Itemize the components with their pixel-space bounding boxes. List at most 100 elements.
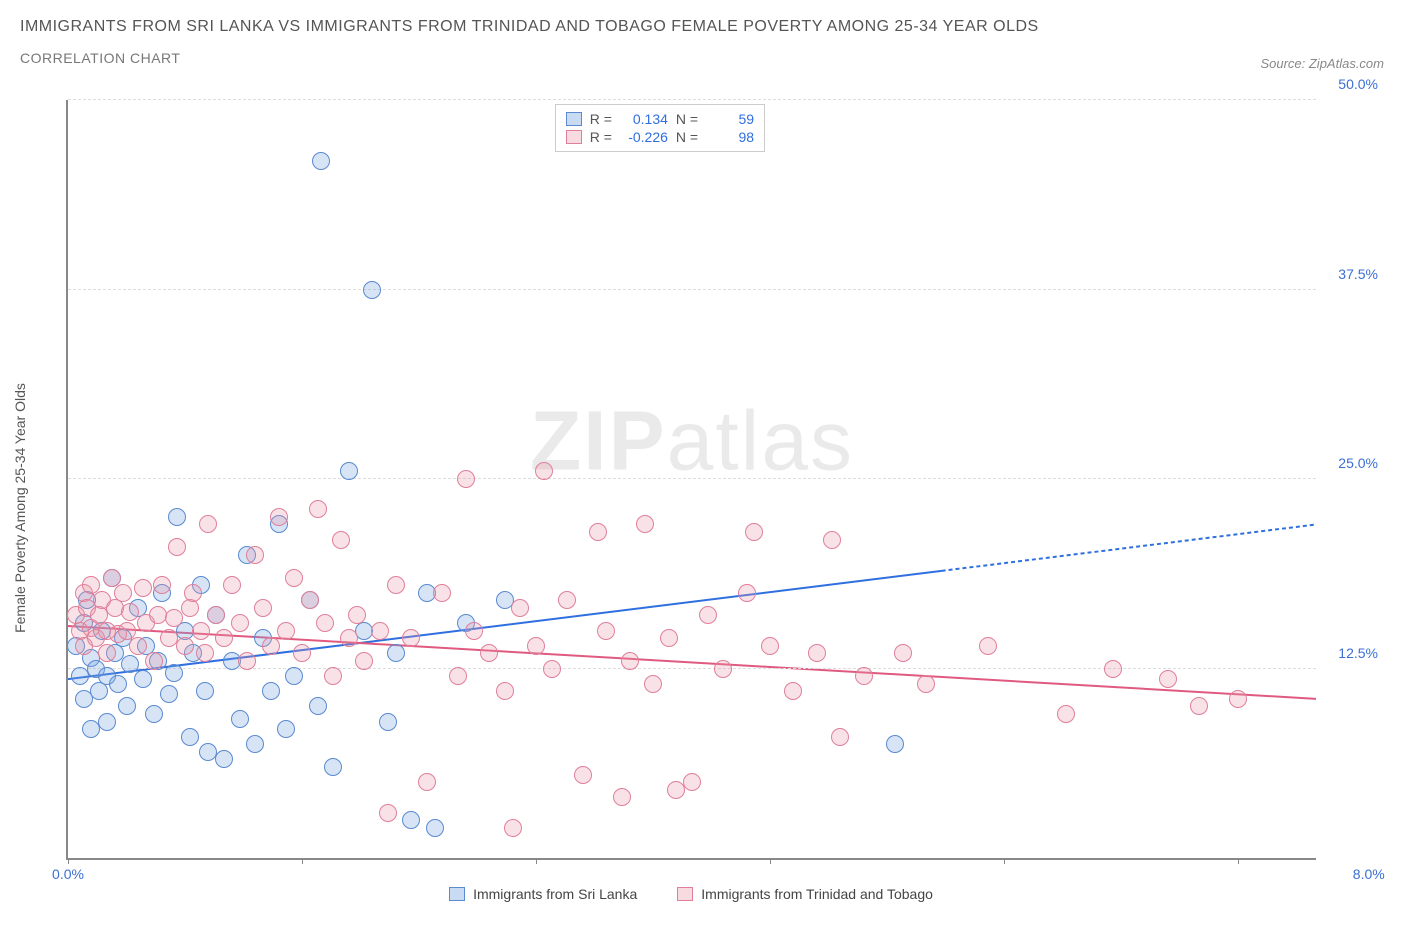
legend-label: Immigrants from Sri Lanka (473, 886, 637, 902)
scatter-point (293, 644, 311, 662)
scatter-point (153, 576, 171, 594)
scatter-point (207, 606, 225, 624)
swatch-icon (566, 112, 582, 126)
scatter-point (1057, 705, 1075, 723)
scatter-point (176, 637, 194, 655)
scatter-point (426, 819, 444, 837)
scatter-point (535, 462, 553, 480)
bottom-legend: Immigrants from Sri Lanka Immigrants fro… (66, 886, 1316, 902)
scatter-point (527, 637, 545, 655)
gridline (68, 99, 1316, 100)
y-tick-label: 37.5% (1322, 266, 1378, 282)
scatter-point (543, 660, 561, 678)
y-axis-title: Female Poverty Among 25-34 Year Olds (12, 383, 28, 633)
scatter-point (745, 523, 763, 541)
stat-value: 98 (706, 129, 754, 145)
x-tick (770, 858, 771, 864)
y-tick-label: 12.5% (1322, 645, 1378, 661)
legend-stats-box: R = 0.134 N = 59 R = -0.226 N = 98 (555, 104, 765, 152)
stat-value: 59 (706, 111, 754, 127)
scatter-point (433, 584, 451, 602)
chart-subtitle: CORRELATION CHART (20, 50, 1386, 66)
scatter-point (309, 697, 327, 715)
legend-stats-row: R = 0.134 N = 59 (566, 111, 754, 127)
scatter-point (199, 515, 217, 533)
scatter-point (355, 652, 373, 670)
stat-label: N = (676, 129, 698, 145)
scatter-point (738, 584, 756, 602)
scatter-point (285, 667, 303, 685)
scatter-point (196, 644, 214, 662)
scatter-point (165, 609, 183, 627)
scatter-point (165, 664, 183, 682)
scatter-point (886, 735, 904, 753)
scatter-point (979, 637, 997, 655)
scatter-point (496, 682, 514, 700)
scatter-point (340, 629, 358, 647)
legend-item: Immigrants from Trinidad and Tobago (677, 886, 933, 902)
stat-label: N = (676, 111, 698, 127)
scatter-point (504, 819, 522, 837)
x-tick (1004, 858, 1005, 864)
x-tick (68, 858, 69, 864)
scatter-point (340, 462, 358, 480)
scatter-point (312, 152, 330, 170)
scatter-point (231, 710, 249, 728)
scatter-point (98, 644, 116, 662)
scatter-point (109, 675, 127, 693)
scatter-point (238, 652, 256, 670)
scatter-point (301, 591, 319, 609)
scatter-point (387, 644, 405, 662)
scatter-point (160, 685, 178, 703)
scatter-point (114, 584, 132, 602)
scatter-point (371, 622, 389, 640)
scatter-point (363, 281, 381, 299)
scatter-point (348, 606, 366, 624)
scatter-point (465, 622, 483, 640)
scatter-point (215, 629, 233, 647)
x-tick (536, 858, 537, 864)
scatter-point (418, 773, 436, 791)
gridline (68, 478, 1316, 479)
scatter-point (277, 622, 295, 640)
scatter-point (894, 644, 912, 662)
legend-label: Immigrants from Trinidad and Tobago (701, 886, 933, 902)
scatter-point (480, 644, 498, 662)
y-tick-label: 25.0% (1322, 455, 1378, 471)
scatter-point (145, 652, 163, 670)
scatter-point (181, 599, 199, 617)
scatter-point (387, 576, 405, 594)
scatter-point (699, 606, 717, 624)
scatter-point (855, 667, 873, 685)
scatter-point (1159, 670, 1177, 688)
scatter-point (402, 811, 420, 829)
chart-container: Female Poverty Among 25-34 Year Olds ZIP… (50, 100, 1386, 900)
plot-area: ZIPatlas R = 0.134 N = 59 R = -0.226 N =… (66, 100, 1316, 860)
scatter-point (636, 515, 654, 533)
scatter-point (831, 728, 849, 746)
scatter-point (181, 728, 199, 746)
scatter-point (589, 523, 607, 541)
scatter-point (223, 576, 241, 594)
scatter-point (277, 720, 295, 738)
scatter-point (254, 599, 272, 617)
scatter-point (184, 584, 202, 602)
scatter-point (660, 629, 678, 647)
scatter-point (270, 508, 288, 526)
scatter-point (134, 670, 152, 688)
scatter-point (1190, 697, 1208, 715)
scatter-point (168, 508, 186, 526)
scatter-point (574, 766, 592, 784)
scatter-point (784, 682, 802, 700)
stat-value: 0.134 (620, 111, 668, 127)
scatter-point (134, 579, 152, 597)
scatter-point (808, 644, 826, 662)
x-tick (302, 858, 303, 864)
scatter-point (644, 675, 662, 693)
legend-item: Immigrants from Sri Lanka (449, 886, 637, 902)
swatch-icon (677, 887, 693, 901)
scatter-point (145, 705, 163, 723)
scatter-point (262, 637, 280, 655)
stat-label: R = (590, 111, 612, 127)
scatter-point (196, 682, 214, 700)
